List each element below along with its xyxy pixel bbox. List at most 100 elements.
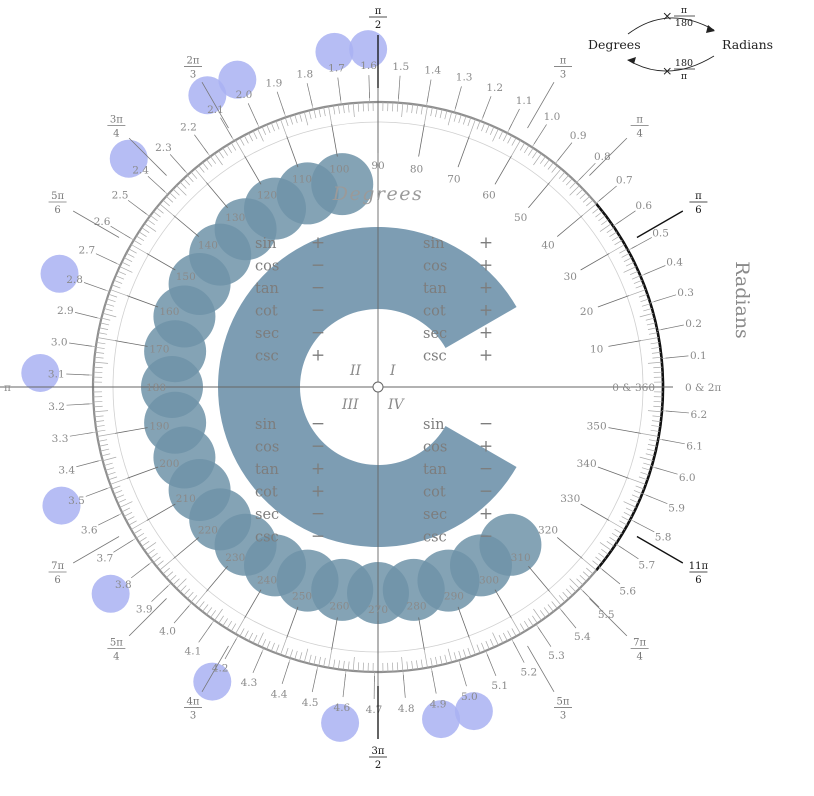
degree-tick bbox=[580, 575, 587, 581]
degree-tick bbox=[512, 138, 516, 146]
degree-tick bbox=[493, 633, 499, 646]
degree-tick bbox=[577, 579, 583, 585]
degree-tick bbox=[624, 512, 632, 516]
degree-tick bbox=[103, 313, 117, 317]
radian-label-4.5: 4.5 bbox=[302, 697, 319, 709]
degree-tick bbox=[267, 641, 271, 649]
fraction-numerator: π bbox=[636, 114, 643, 125]
trig-sign-sec: + bbox=[479, 323, 493, 343]
degree-tick bbox=[407, 661, 408, 670]
degree-label-100: 100 bbox=[329, 163, 349, 175]
degree-tick bbox=[566, 179, 572, 186]
degree-tick bbox=[652, 416, 661, 417]
degree-tick bbox=[646, 454, 655, 456]
degree-tick bbox=[147, 549, 154, 554]
degree-tick bbox=[642, 468, 651, 471]
special-angle-π-over-3: π3 bbox=[554, 56, 572, 81]
degree-tick bbox=[630, 271, 638, 275]
degree-leader bbox=[528, 566, 549, 591]
trig-function-cot: cot bbox=[423, 485, 446, 501]
degree-tick bbox=[609, 245, 625, 254]
degree-tick bbox=[157, 208, 164, 214]
degree-tick bbox=[651, 425, 660, 426]
degree-tick bbox=[223, 618, 228, 626]
degree-tick bbox=[116, 276, 124, 280]
degree-label-50: 50 bbox=[514, 212, 527, 224]
trig-function-sin: sin bbox=[423, 417, 444, 433]
degree-tick bbox=[580, 193, 587, 199]
fraction-numerator: 4π bbox=[187, 696, 200, 707]
trig-sign-csc: + bbox=[479, 346, 493, 366]
degree-tick bbox=[640, 472, 649, 475]
radian-leader bbox=[513, 642, 524, 662]
forward-denominator: 180 bbox=[675, 18, 693, 29]
degree-tick bbox=[244, 135, 248, 143]
degree-tick bbox=[512, 140, 521, 156]
degree-tick bbox=[477, 121, 480, 129]
degree-tick bbox=[338, 660, 339, 669]
degree-tick bbox=[612, 236, 620, 241]
radians-title: Radians bbox=[731, 261, 753, 339]
degree-tick bbox=[223, 148, 228, 156]
degree-tick bbox=[126, 517, 134, 521]
degree-tick bbox=[634, 280, 642, 283]
degree-tick bbox=[528, 618, 533, 626]
degree-tick bbox=[99, 328, 108, 330]
radian-label-0.9: 0.9 bbox=[570, 130, 587, 142]
degree-tick bbox=[601, 549, 608, 554]
degree-label-240: 240 bbox=[257, 574, 277, 586]
radian-label-3.9: 3.9 bbox=[136, 603, 153, 615]
degree-tick bbox=[592, 208, 599, 214]
degree-label-40: 40 bbox=[541, 239, 554, 251]
degree-tick bbox=[107, 299, 116, 302]
degree-leader bbox=[173, 215, 198, 236]
radian-label-3.1: 3.1 bbox=[48, 369, 65, 381]
degree-tick bbox=[240, 138, 244, 146]
degree-tick bbox=[570, 182, 576, 188]
fraction-numerator: 5π bbox=[557, 696, 570, 707]
radian-leader bbox=[487, 655, 496, 676]
trig-function-tan: tan bbox=[255, 281, 279, 297]
radian-leader bbox=[282, 662, 289, 684]
fraction-denominator: 2 bbox=[375, 20, 381, 31]
degree-leader bbox=[287, 607, 298, 638]
degree-tick bbox=[520, 624, 525, 632]
trig-sign-cos: + bbox=[479, 256, 493, 276]
radian-leader bbox=[128, 200, 146, 214]
degree-tick bbox=[304, 649, 308, 663]
degree-tick bbox=[324, 107, 326, 116]
degree-tick bbox=[134, 529, 142, 534]
trig-sign-cos: − bbox=[311, 256, 325, 276]
trig-sign-cot: + bbox=[479, 301, 493, 321]
degree-tick bbox=[520, 143, 525, 151]
degree-tick bbox=[630, 499, 638, 503]
degree-tick bbox=[583, 572, 590, 578]
trig-function-sec: sec bbox=[255, 507, 279, 523]
fraction-denominator: 3 bbox=[190, 70, 196, 81]
degree-tick bbox=[170, 575, 177, 581]
fraction-numerator: 2π bbox=[187, 56, 200, 67]
radian-leader bbox=[220, 118, 232, 138]
degree-leader bbox=[557, 215, 582, 236]
degree-tick bbox=[173, 189, 179, 195]
degree-tick bbox=[540, 156, 545, 163]
radian-leader bbox=[655, 468, 677, 474]
degree-tick bbox=[540, 610, 545, 617]
degree-tick bbox=[94, 411, 108, 412]
degree-tick bbox=[652, 352, 661, 353]
degree-tick bbox=[333, 660, 334, 669]
degree-leader bbox=[332, 617, 338, 649]
special-angle-2π-over-3: 2π3 bbox=[184, 56, 202, 81]
special-angle-7π-over-4: 7π4 bbox=[631, 638, 649, 663]
radian-leader bbox=[111, 226, 131, 238]
radian-leader bbox=[174, 606, 189, 623]
degree-tick bbox=[187, 175, 193, 182]
degree-leader bbox=[495, 590, 512, 619]
fraction-numerator: 11π bbox=[689, 561, 709, 572]
degree-tick bbox=[94, 367, 103, 368]
trig-sign-cot: + bbox=[311, 482, 325, 502]
degree-tick bbox=[532, 616, 537, 623]
degree-leader bbox=[581, 504, 610, 521]
degree-tick bbox=[236, 140, 245, 156]
trig-sign-sec: − bbox=[311, 504, 325, 524]
